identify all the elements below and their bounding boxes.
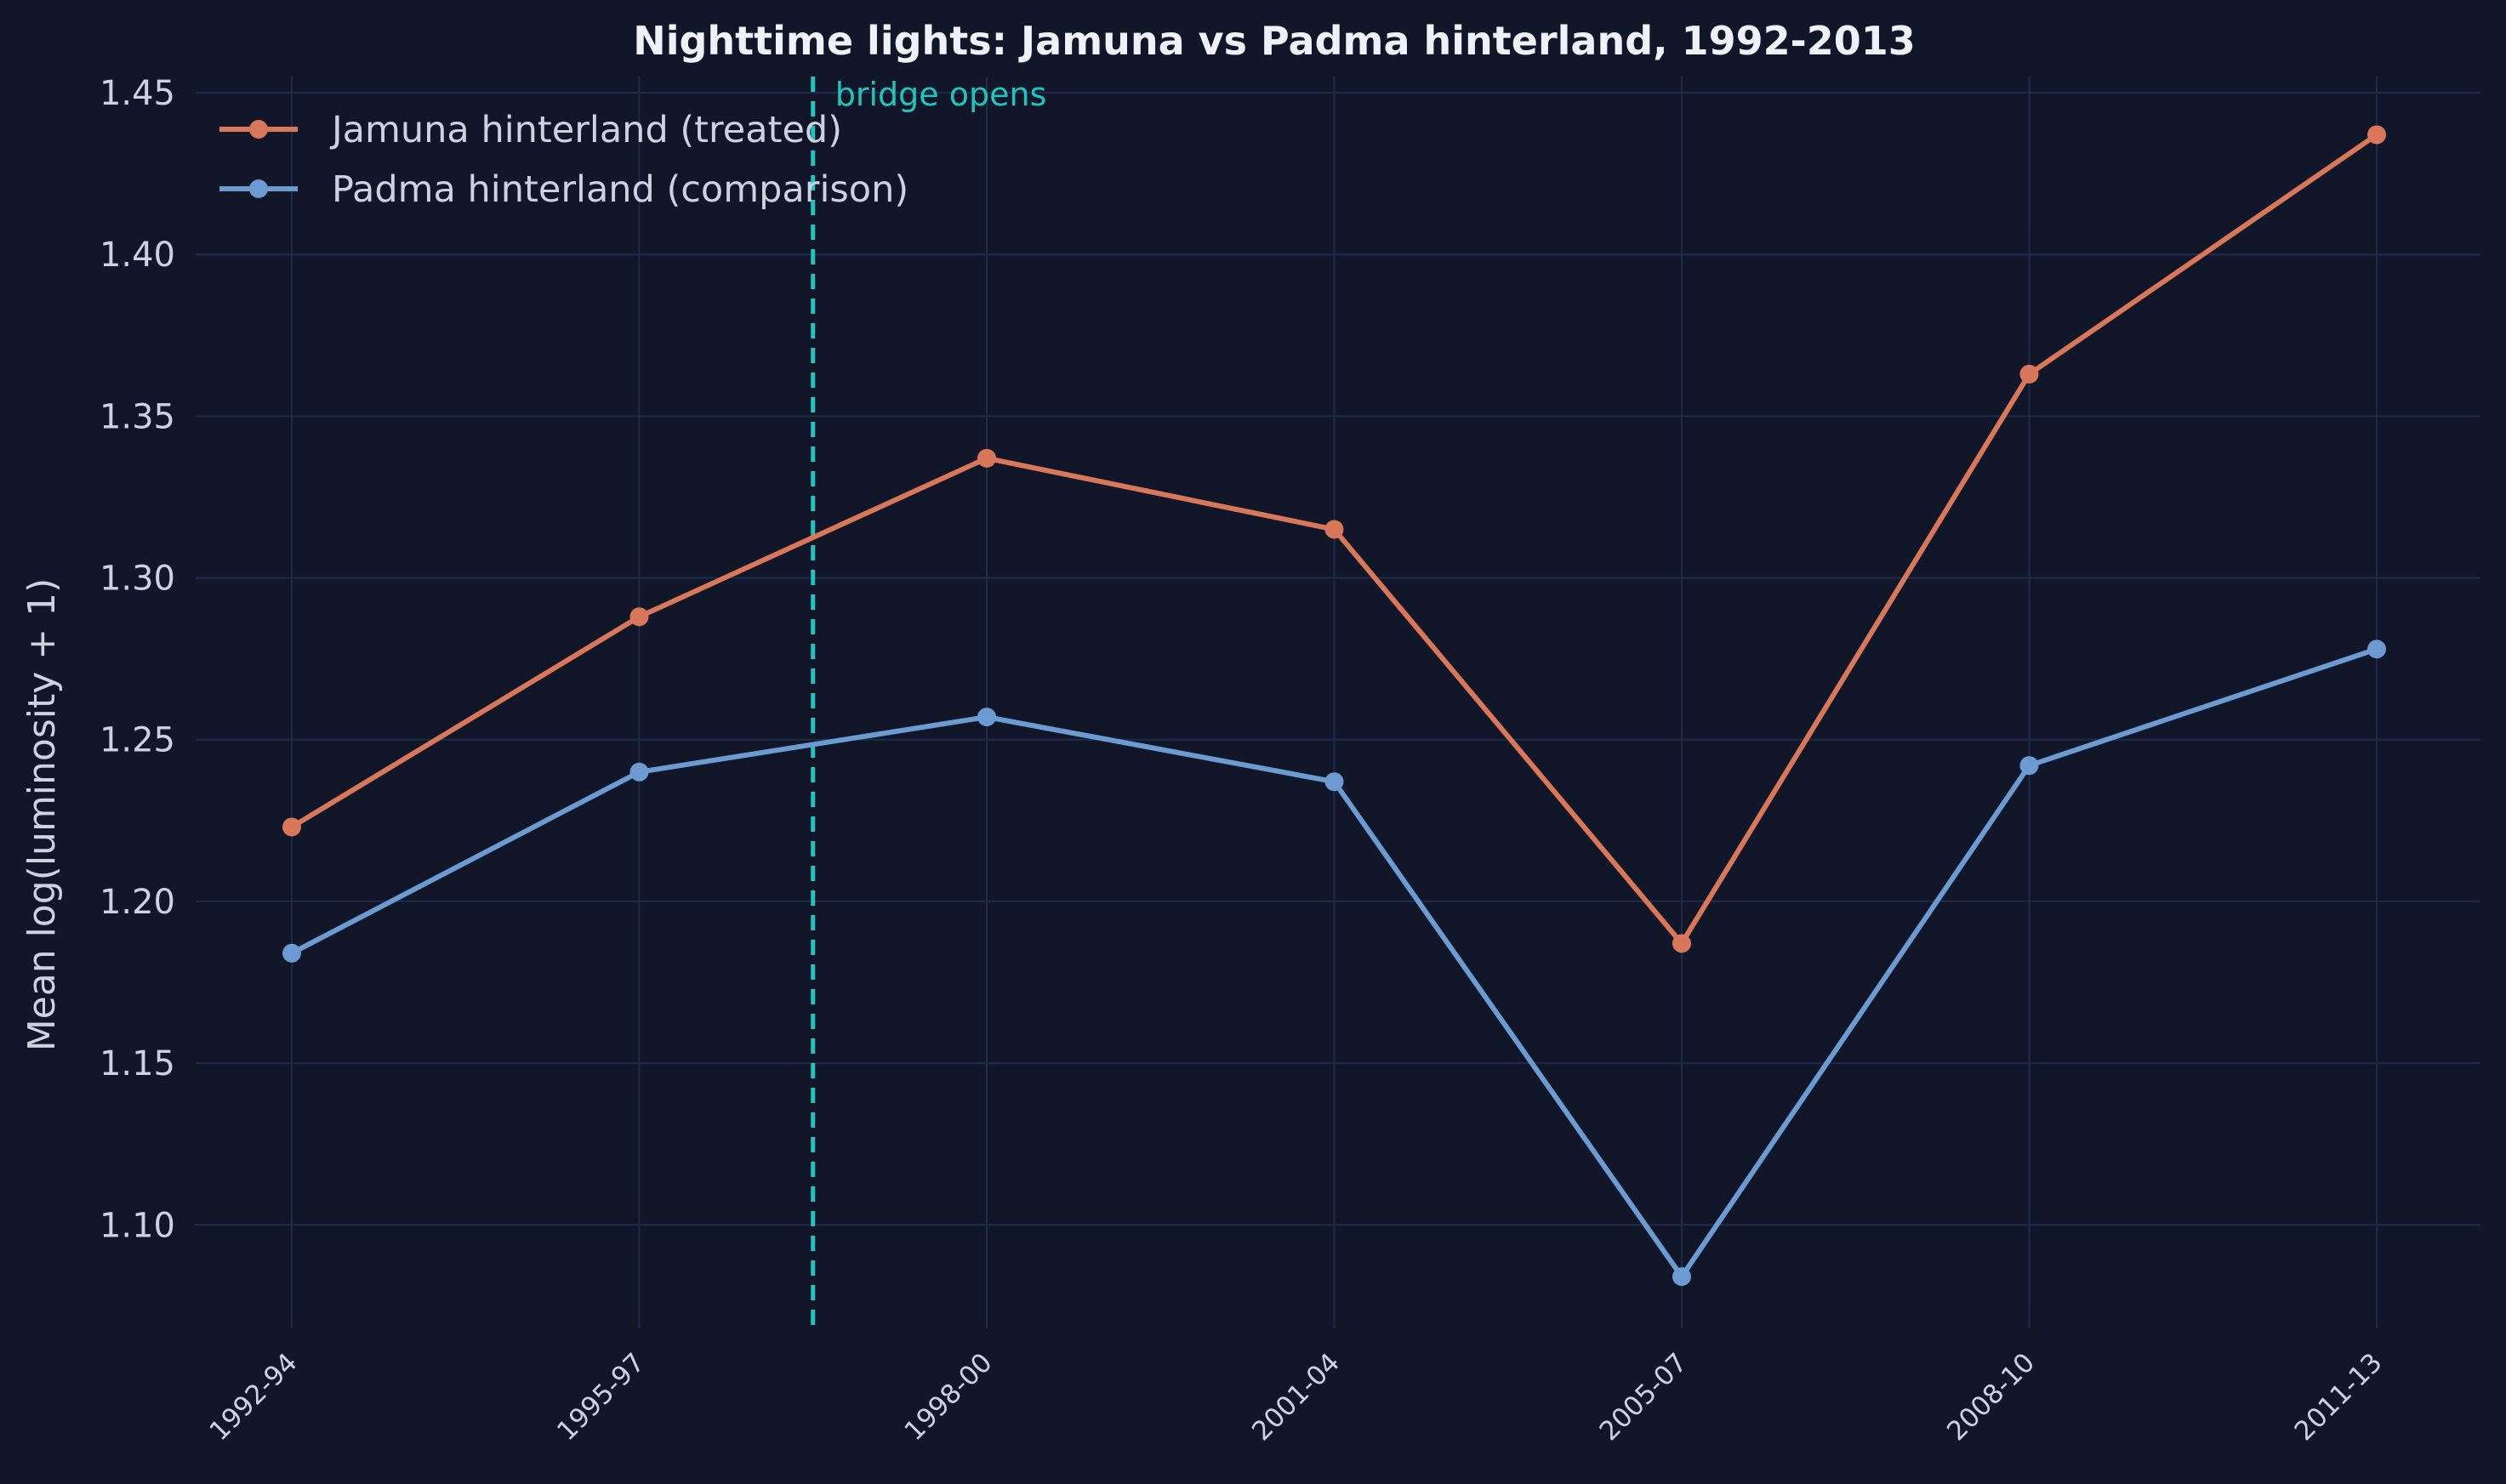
y-tick-label: 1.30 <box>100 560 175 599</box>
data-point <box>2019 364 2039 384</box>
y-axis-title: Mean log(luminosity + 1) <box>20 578 64 1052</box>
data-point <box>1672 934 1691 953</box>
y-tick-label: 1.10 <box>100 1206 175 1245</box>
data-point <box>282 817 301 837</box>
legend: Jamuna hinterland (treated) Padma hinterl… <box>219 109 908 211</box>
data-point <box>1324 772 1344 792</box>
data-point <box>282 943 301 963</box>
data-point <box>2367 125 2386 145</box>
data-point <box>2019 756 2039 776</box>
data-point <box>629 762 649 782</box>
data-point <box>977 708 996 727</box>
y-tick-label: 1.45 <box>100 74 175 113</box>
legend-marker <box>249 120 268 139</box>
data-point <box>977 448 996 468</box>
y-tick-labels: 1.10 1.15 1.20 1.25 1.30 1.35 1.40 1.45 <box>100 74 175 1245</box>
y-tick-label: 1.40 <box>100 236 175 275</box>
y-tick-label: 1.35 <box>100 397 175 436</box>
series-layer <box>282 125 2386 1287</box>
annotation-layer: bridge opens <box>811 76 1047 1328</box>
y-tick-label: 1.15 <box>100 1044 175 1083</box>
legend-label: Padma hinterland (comparison) <box>332 168 908 211</box>
y-tick-label: 1.25 <box>100 721 175 760</box>
data-point <box>1672 1267 1691 1287</box>
data-point <box>1324 520 1344 539</box>
grid-lines <box>196 77 2480 1328</box>
y-tick-label: 1.20 <box>100 883 175 922</box>
chart-title: Nighttime lights: Jamuna vs Padma hinter… <box>633 18 1916 64</box>
data-point <box>629 607 649 627</box>
legend-label: Jamuna hinterland (treated) <box>329 109 842 151</box>
data-point <box>2367 640 2386 659</box>
legend-marker <box>249 179 268 198</box>
annotation-label: bridge opens <box>835 76 1047 113</box>
